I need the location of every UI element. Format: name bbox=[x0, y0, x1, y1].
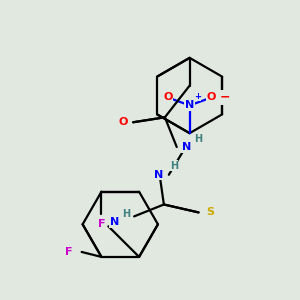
Text: O: O bbox=[207, 92, 216, 103]
Text: N: N bbox=[110, 217, 119, 227]
Text: N: N bbox=[154, 170, 164, 180]
Text: O: O bbox=[163, 92, 172, 103]
Text: F: F bbox=[98, 219, 105, 230]
Text: −: − bbox=[220, 91, 230, 104]
Text: N: N bbox=[185, 100, 194, 110]
Text: H: H bbox=[122, 209, 130, 219]
Text: O: O bbox=[118, 117, 128, 127]
Text: +: + bbox=[194, 92, 201, 101]
Text: H: H bbox=[170, 161, 178, 171]
Text: N: N bbox=[182, 142, 191, 152]
Text: H: H bbox=[194, 134, 202, 144]
Text: S: S bbox=[206, 207, 214, 218]
Text: F: F bbox=[65, 247, 73, 257]
